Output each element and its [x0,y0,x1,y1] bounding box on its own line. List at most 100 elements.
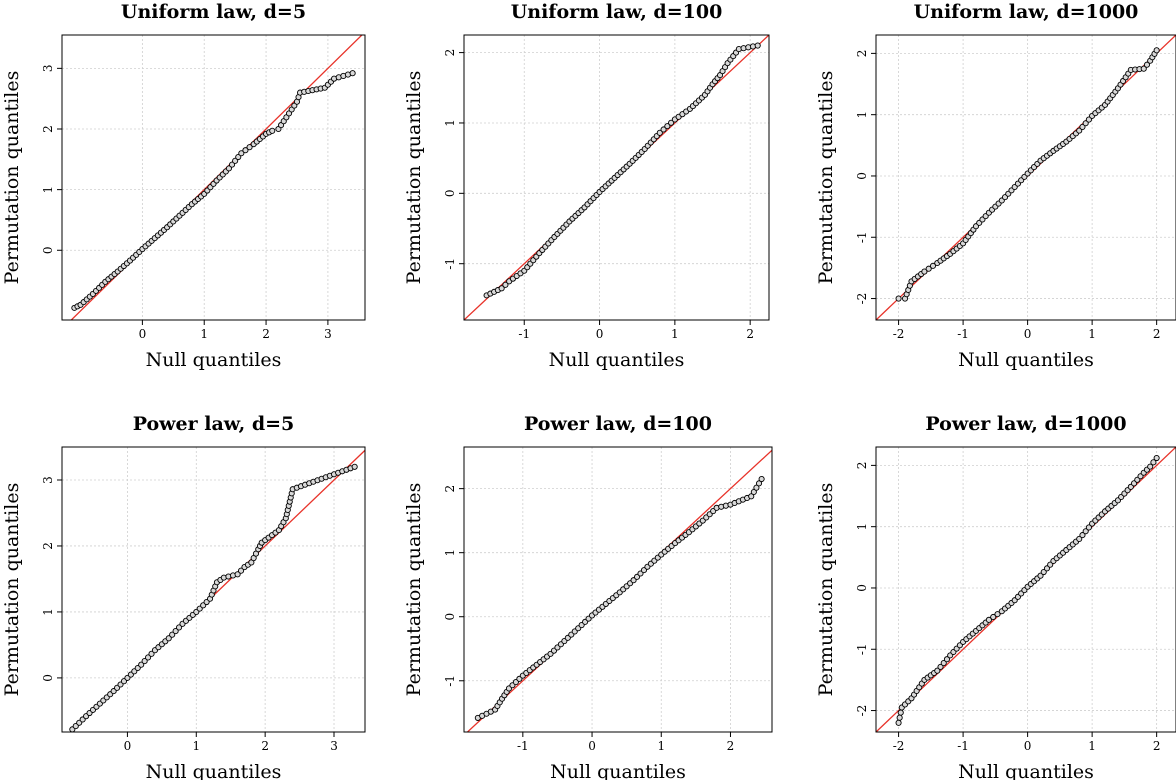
data-point [660,126,667,133]
y-tick-label: -1 [443,675,457,687]
data-point [242,147,249,154]
reference-line [466,449,772,732]
data-point [929,262,937,269]
y-tick-label: -2 [855,705,869,717]
data-point [925,265,932,272]
x-axis-label: Null quantiles [146,349,282,371]
x-tick-label: 0 [596,327,604,341]
x-axis-label: Null quantiles [550,761,686,780]
x-axis-label: Null quantiles [958,349,1094,371]
data-point [753,484,760,491]
data-points [71,70,356,311]
reference-line [464,35,769,320]
data-point [1085,524,1092,531]
y-axis-label: Permutation quantiles [1,71,23,285]
plot-panel-5: -1 0 1 2 -1 0 1 2 Power law, d=100 Null quantiles… [403,413,773,780]
plot-title: Uniform law, d=100 [511,1,723,23]
x-tick-label: 1 [192,739,200,753]
data-point [1079,123,1086,130]
data-point [1147,463,1154,470]
x-tick-label: 0 [1024,739,1032,753]
data-point [897,709,904,716]
plot-panel-2: -1 0 1 2 -1 0 1 2 Uniform law, d=100 Null quantil… [403,1,770,371]
data-point [1076,535,1083,542]
y-tick-label: 2 [41,542,55,550]
data-point [145,654,152,661]
data-point [990,613,997,621]
y-tick-label: 1 [443,119,457,127]
y-tick-label: 0 [41,674,55,682]
data-point [1079,532,1086,539]
data-point [169,631,176,638]
x-tick-label: 1 [1088,739,1096,753]
data-point [176,624,183,631]
x-tick-label: 1 [200,327,208,341]
x-tick-label: 0 [588,739,596,753]
y-tick-label: 0 [443,190,457,198]
data-point [246,144,253,151]
x-tick-label: 2 [1153,739,1161,753]
data-point [349,70,356,77]
x-tick-label: 0 [1024,327,1032,341]
x-axis-label: Null quantiles [958,761,1094,780]
data-point [1047,561,1054,568]
x-tick-label: -2 [893,739,905,753]
plot-panel-6: -2 -1 0 1 2 -2 -1 0 1 2 Power law, d=1000 Null quan… [815,413,1176,780]
x-tick-label: -1 [517,739,529,753]
reference-line [70,449,365,732]
data-point [229,161,236,168]
data-point [755,480,763,487]
y-tick-label: 0 [855,584,869,592]
data-point [234,571,241,578]
data-point [934,667,941,674]
plot-frame [875,446,1176,733]
y-tick-label: 0 [443,613,457,621]
plot-title: Power law, d=5 [133,413,295,435]
data-point [1140,65,1147,72]
data-point [141,658,148,665]
data-point [1037,572,1044,579]
data-point [943,656,951,663]
data-points [895,454,1160,726]
data-point [1153,47,1160,54]
reference-line [70,35,363,320]
y-tick-label: 2 [855,462,869,470]
data-point [656,129,663,136]
data-point [502,281,509,288]
data-point [1040,568,1047,576]
data-point [1082,120,1089,127]
y-tick-label: 1 [41,608,55,616]
x-tick-label: 2 [746,327,754,341]
plot-title: Uniform law, d=5 [121,1,306,23]
y-tick-label: 1 [41,186,55,194]
y-tick-label: -1 [855,231,869,243]
plot-title: Power law, d=100 [524,413,712,435]
plot-panel-1: 0 1 2 3 0 1 2 3 Uniform law, d=5 Null quantiles Pe… [1,1,366,371]
data-points [895,47,1160,302]
x-tick-label: 3 [324,327,332,341]
y-tick-label: 2 [443,49,457,57]
x-tick-label: 0 [139,327,147,341]
data-point [994,611,1001,618]
data-point [269,127,276,134]
x-tick-label: 1 [1088,327,1096,341]
y-axis-label: Permutation quantiles [815,483,837,697]
x-tick-label: 2 [262,327,270,341]
data-point [1076,127,1083,134]
y-tick-label: 0 [855,172,869,180]
data-point [498,285,505,292]
x-tick-label: -1 [518,327,530,341]
y-axis-label: Permutation quantiles [815,71,837,285]
data-point [895,719,902,726]
data-point [895,295,902,302]
data-point [1153,454,1160,462]
data-point [148,650,155,657]
data-point [172,628,179,635]
data-point [664,123,671,130]
plot-frame [875,34,1176,321]
y-tick-label: 3 [41,65,55,73]
y-tick-label: 1 [855,111,869,119]
plot-title: Power law, d=1000 [925,413,1126,435]
